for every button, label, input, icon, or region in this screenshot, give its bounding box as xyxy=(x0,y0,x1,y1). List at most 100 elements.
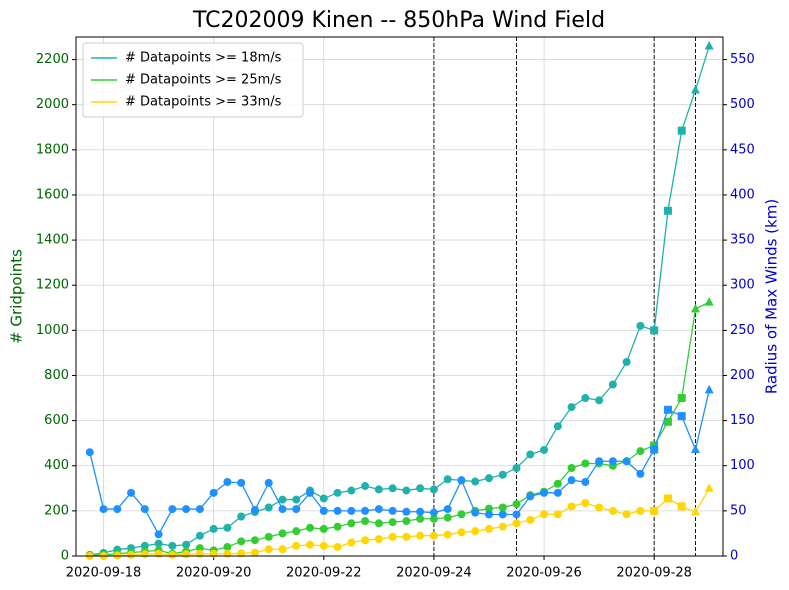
marker xyxy=(182,505,191,514)
marker xyxy=(154,539,163,548)
marker xyxy=(690,444,700,453)
marker xyxy=(223,477,232,486)
marker xyxy=(402,517,411,526)
marker xyxy=(567,463,576,472)
x-tick-label: 2020-09-22 xyxy=(286,566,362,581)
marker xyxy=(677,412,686,421)
marker xyxy=(195,505,204,514)
marker xyxy=(333,522,342,531)
legend-label: # Datapoints >= 33m/s xyxy=(125,95,282,110)
marker xyxy=(388,518,397,527)
marker xyxy=(595,396,604,405)
marker xyxy=(608,457,617,466)
marker xyxy=(250,536,259,545)
series-line xyxy=(89,389,710,536)
y-tick-label: 400 xyxy=(44,458,69,473)
marker xyxy=(319,541,328,550)
plot-frame xyxy=(75,36,724,557)
marker xyxy=(636,321,645,330)
y-tick-label: 1400 xyxy=(36,233,69,248)
marker xyxy=(306,540,315,549)
marker xyxy=(306,523,315,532)
series-line xyxy=(89,487,710,557)
y-tick-label: 200 xyxy=(44,503,69,518)
marker xyxy=(250,505,259,514)
marker xyxy=(498,522,507,531)
marker xyxy=(429,514,438,523)
marker xyxy=(374,485,383,494)
y-tick-label: 2200 xyxy=(36,52,69,67)
marker xyxy=(237,512,246,521)
marker xyxy=(140,541,149,550)
marker xyxy=(457,528,466,537)
marker xyxy=(704,384,714,394)
marker xyxy=(650,506,659,515)
marker xyxy=(127,488,136,497)
marker xyxy=(264,503,273,512)
x-tick-label: 2020-09-20 xyxy=(176,566,252,581)
marker xyxy=(374,535,383,544)
marker xyxy=(85,448,94,457)
marker xyxy=(333,542,342,551)
marker xyxy=(223,523,232,532)
marker xyxy=(347,506,356,515)
y-tick-label: 800 xyxy=(44,368,69,383)
marker xyxy=(264,545,273,554)
marker xyxy=(319,494,328,503)
marker xyxy=(319,524,328,533)
marker xyxy=(704,297,714,306)
marker xyxy=(374,519,383,528)
y2-axis-label: Radius of Max Winds (km) xyxy=(763,199,781,394)
marker xyxy=(223,542,232,551)
marker xyxy=(663,405,672,414)
marker xyxy=(484,524,493,533)
x-tick-label: 2020-09-24 xyxy=(396,566,472,581)
marker xyxy=(471,527,480,536)
marker xyxy=(663,494,672,503)
legend-label: # Datapoints >= 25m/s xyxy=(125,73,282,88)
marker xyxy=(402,507,411,516)
marker xyxy=(484,504,493,513)
marker xyxy=(484,510,493,519)
y2-tick-label: 400 xyxy=(730,187,755,202)
marker xyxy=(99,505,108,514)
marker xyxy=(581,459,590,468)
marker xyxy=(292,527,301,536)
marker xyxy=(182,540,191,549)
marker xyxy=(677,126,686,135)
y2-tick-label: 250 xyxy=(730,323,755,338)
series-line xyxy=(89,45,710,556)
marker xyxy=(278,495,287,504)
marker xyxy=(484,474,493,483)
marker xyxy=(140,550,149,559)
marker xyxy=(443,513,452,522)
y-tick-label: 1000 xyxy=(36,323,69,338)
marker xyxy=(457,510,466,519)
y2-tick-label: 300 xyxy=(730,278,755,293)
marker xyxy=(361,506,370,515)
marker xyxy=(457,476,466,485)
marker xyxy=(443,505,452,514)
marker xyxy=(567,476,576,485)
y-tick-label: 1600 xyxy=(36,187,69,202)
y-tick-label: 2000 xyxy=(36,97,69,112)
y2-tick-label: 500 xyxy=(730,97,755,112)
marker xyxy=(512,500,521,509)
marker xyxy=(237,549,246,558)
marker xyxy=(512,463,521,472)
marker xyxy=(429,508,438,517)
marker xyxy=(595,503,604,512)
marker xyxy=(347,486,356,495)
marker xyxy=(154,530,163,539)
chart-title: TC202009 Kinen -- 850hPa Wind Field xyxy=(192,8,605,33)
marker xyxy=(402,486,411,495)
marker xyxy=(443,530,452,539)
y2-tick-label: 550 xyxy=(730,52,755,67)
marker xyxy=(650,445,659,454)
marker xyxy=(278,545,287,554)
marker xyxy=(636,506,645,515)
marker xyxy=(250,548,259,557)
marker xyxy=(704,41,714,50)
y2-tick-label: 200 xyxy=(730,368,755,383)
marker xyxy=(704,483,714,492)
